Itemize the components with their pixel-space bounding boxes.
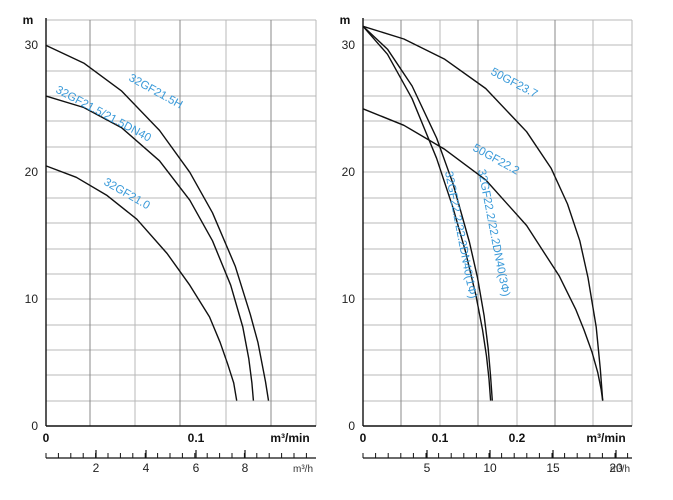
series-label: 32GF21.5/21.5DN40 [54,84,153,144]
y-tick-label: 0 [348,419,355,433]
secondary-axis-label: m³/h [610,464,630,475]
series-label: 32GF21.0 [102,176,152,212]
x-tick-label: 0.1 [188,431,205,445]
y-axis-label: m [23,13,34,27]
x-tick-label: 0.1 [432,431,449,445]
series-curve [45,44,270,401]
secondary-axis-label: m³/h [293,464,313,475]
y-tick-label: 30 [25,38,39,52]
x-axis-label: m³/min [586,431,625,445]
secondary-tick-label: 4 [143,461,150,475]
y-tick-label: 10 [342,292,356,306]
secondary-tick-label: 15 [546,461,560,475]
series-curve [45,165,238,401]
x-tick-label: 0.2 [509,431,526,445]
secondary-tick-label: 2 [93,461,100,475]
x-tick-label: 0 [360,431,367,445]
x-axis-label: m³/min [270,431,309,445]
x-tick-label: 0 [43,431,50,445]
y-tick-label: 30 [342,38,356,52]
secondary-tick-label: 10 [483,461,497,475]
secondary-tick-label: 5 [424,461,431,475]
series-curve [45,95,255,401]
series-curve [362,25,493,401]
series-label: 32GF22.2/22.2DN40(1Φ) [442,170,478,299]
y-tick-label: 0 [31,419,38,433]
y-tick-label: 10 [25,292,39,306]
series-curve [362,25,604,401]
secondary-tick-label: 20 [609,461,623,475]
secondary-tick-label: 8 [242,461,249,475]
y-axis-label: m [340,13,351,27]
y-tick-label: 20 [25,165,39,179]
secondary-tick-label: 6 [193,461,200,475]
y-tick-label: 20 [342,165,356,179]
secondary-x-axis: 2 4 6 8 m³/h [45,450,316,475]
series-curve [362,25,492,401]
grid-lines [45,19,317,426]
series-curve [362,108,604,401]
